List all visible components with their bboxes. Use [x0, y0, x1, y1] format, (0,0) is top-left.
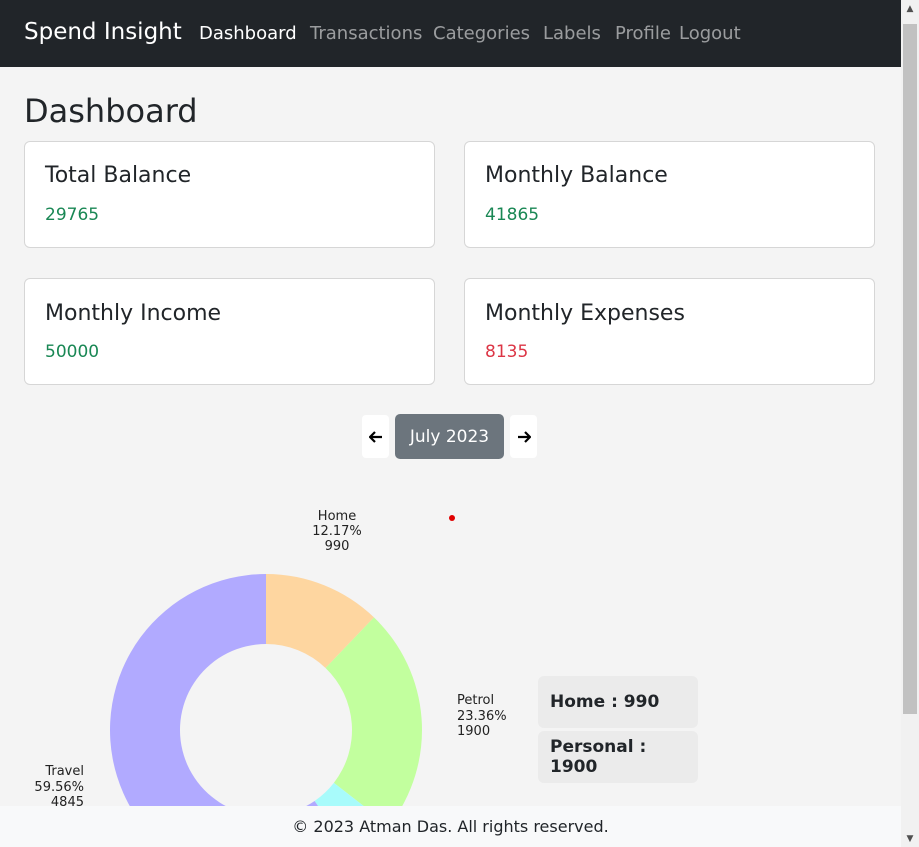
footer: © 2023 Atman Das. All rights reserved. — [0, 806, 901, 847]
chart-label-value: 990 — [325, 539, 350, 554]
card-title: Monthly Income — [45, 301, 222, 326]
page-title: Dashboard — [24, 92, 198, 130]
arrow-right-icon — [517, 430, 531, 443]
donut-slice-home[interactable] — [266, 574, 374, 668]
top-navbar: Spend Insight Dashboard Transactions Cat… — [0, 0, 901, 67]
monthly-balance-card: Monthly Balance 41865 — [464, 141, 875, 248]
nav-link-dashboard[interactable]: Dashboard — [199, 23, 297, 44]
brand-logo[interactable]: Spend Insight — [24, 19, 182, 45]
marker-dot — [449, 515, 455, 521]
footer-copyright: © 2023 Atman Das. All rights reserved. — [292, 817, 609, 836]
nav-link-profile[interactable]: Profile — [615, 23, 671, 44]
chart-label-pct: 12.17% — [312, 524, 362, 539]
expense-donut-chart: Home 12.17% 990 Petrol 23.36% 1900 Trave… — [34, 509, 507, 806]
card-value: 50000 — [45, 342, 100, 362]
prev-month-button[interactable] — [362, 415, 389, 458]
next-month-button[interactable] — [510, 415, 537, 458]
vertical-scrollbar[interactable]: ▲ ▼ — [901, 0, 919, 847]
nav-link-categories[interactable]: Categories — [433, 23, 531, 44]
nav-link-transactions[interactable]: Transactions — [310, 23, 423, 44]
current-month-label: July 2023 — [395, 414, 504, 459]
chart-label-name: Travel — [44, 764, 84, 779]
chart-label-value: 1900 — [457, 724, 490, 739]
card-value: 8135 — [485, 342, 529, 362]
nav-link-labels[interactable]: Labels — [543, 23, 601, 44]
chart-label-name: Petrol — [457, 693, 494, 708]
card-value: 41865 — [485, 205, 540, 225]
total-balance-card: Total Balance 29765 — [24, 141, 435, 248]
donut-slice-personal[interactable] — [314, 782, 390, 806]
card-title: Monthly Expenses — [485, 301, 685, 326]
nav-link-logout[interactable]: Logout — [679, 23, 741, 44]
chart-label-home: Home 12.17% 990 — [312, 509, 362, 554]
scroll-down-icon[interactable]: ▼ — [906, 833, 914, 844]
scrollbar-thumb[interactable] — [903, 24, 917, 714]
chart-label-name: Home — [318, 509, 356, 524]
monthly-income-card: Monthly Income 50000 — [24, 278, 435, 385]
chart-label-value: 4845 — [51, 795, 84, 806]
chart-label-pct: 59.56% — [34, 780, 84, 795]
chart-label-petrol: Petrol 23.36% 1900 — [457, 693, 507, 739]
donut-slice-travel[interactable] — [110, 574, 354, 806]
legend-item-personal: Personal : 1900 — [538, 731, 698, 783]
arrow-left-icon — [368, 430, 382, 443]
scroll-up-icon[interactable]: ▲ — [906, 3, 914, 14]
legend-item-home: Home : 990 — [538, 676, 698, 728]
card-value: 29765 — [45, 205, 100, 225]
chart-label-travel: Travel 59.56% 4845 — [34, 764, 84, 806]
card-title: Total Balance — [45, 163, 192, 188]
monthly-expenses-card: Monthly Expenses 8135 — [464, 278, 875, 385]
chart-label-pct: 23.36% — [457, 709, 507, 724]
donut-slice-petrol[interactable] — [325, 617, 422, 806]
card-title: Monthly Balance — [485, 163, 668, 188]
